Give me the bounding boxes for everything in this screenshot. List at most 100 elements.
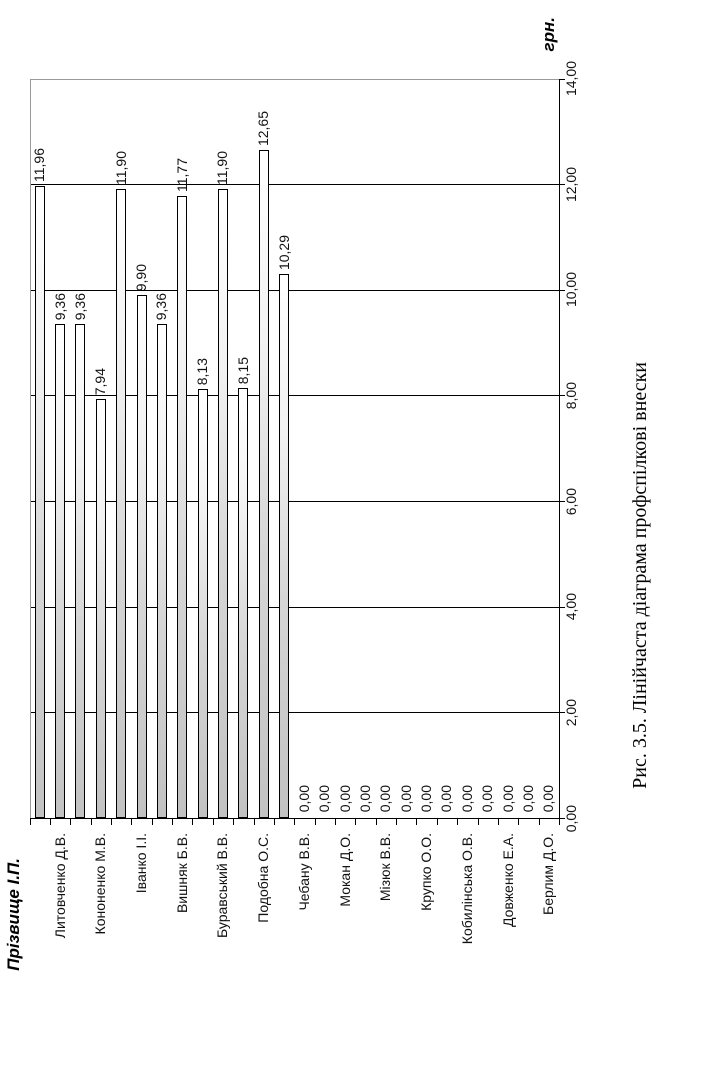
bar-value-label: 9,90 — [133, 264, 149, 292]
category-label: Мізюк В.В. — [377, 833, 394, 902]
category-label: Кононенко М.В. — [92, 833, 109, 935]
bar-value-label: 11,77 — [173, 158, 190, 193]
gridline — [29, 289, 559, 291]
value-tick-label: 8,00 — [563, 381, 579, 410]
bar — [279, 274, 290, 818]
category-label: Довженко Е.А. — [499, 833, 516, 928]
category-axis-tick — [131, 818, 133, 825]
bar-value-label: 12,65 — [255, 110, 272, 146]
gridline — [29, 395, 559, 397]
plot-area-left-border — [29, 78, 31, 818]
category-label: Кобилінська О.В. — [458, 833, 475, 945]
zero-value-label: 0,00 — [397, 785, 414, 813]
zero-value-label: 0,00 — [519, 785, 536, 813]
zero-value-label: 0,00 — [377, 785, 394, 813]
value-tick-label: 10,00 — [563, 272, 579, 308]
category-axis-tick — [457, 818, 459, 825]
category-axis-tick — [375, 818, 377, 825]
category-axis-tick — [151, 818, 153, 825]
bar-value-label: 8,15 — [234, 356, 251, 384]
category-axis-tick — [90, 818, 92, 825]
zero-value-label: 0,00 — [540, 785, 557, 813]
bar — [75, 323, 86, 818]
bar — [177, 196, 188, 818]
bar — [55, 323, 66, 818]
category-label: Мокан Д.О. — [336, 833, 353, 907]
zero-value-label: 0,00 — [418, 785, 435, 813]
category-axis-tick — [477, 818, 479, 825]
value-axis-tick — [559, 501, 565, 503]
category-axis-tick — [70, 818, 72, 825]
bar — [197, 388, 208, 818]
bar — [217, 189, 228, 818]
bar-value-label: 11,90 — [214, 151, 231, 186]
value-tick-label: 12,00 — [563, 166, 579, 202]
category-label: Берлим Д.О. — [540, 833, 557, 915]
category-axis-tick — [253, 818, 255, 825]
bar — [95, 398, 106, 818]
category-axis-tick — [538, 818, 540, 825]
category-label: Іванко І.І. — [133, 833, 149, 894]
category-label: Буравський В.В. — [214, 833, 231, 938]
bar-value-label: 11,90 — [112, 151, 129, 186]
category-axis-tick — [273, 818, 275, 825]
category-axis-tick — [518, 818, 520, 825]
value-axis-tick — [559, 289, 565, 291]
value-tick-label: 14,00 — [563, 61, 579, 97]
value-axis-line — [559, 78, 560, 819]
category-axis-tick — [559, 818, 560, 825]
plot-area-top-border — [29, 78, 559, 80]
bar — [238, 387, 249, 818]
value-axis-tick — [559, 712, 565, 714]
category-label: Подобна О.С. — [255, 833, 272, 923]
bar — [136, 295, 147, 818]
category-axis-tick — [497, 818, 499, 825]
bar-value-label: 10,29 — [275, 235, 292, 271]
category-axis-tick — [172, 818, 174, 825]
category-label: Литовченко Д.В. — [51, 833, 68, 939]
category-label: Крупко О.О. — [418, 833, 435, 911]
zero-value-label: 0,00 — [357, 785, 374, 813]
category-axis-tick — [314, 818, 316, 825]
gridline — [29, 712, 559, 714]
gridline — [29, 501, 559, 503]
bar — [116, 189, 127, 818]
category-axis-tick — [29, 818, 31, 825]
category-axis-tick — [212, 818, 214, 825]
bar-value-label: 9,36 — [153, 292, 170, 320]
bar-value-label: 11,96 — [31, 148, 48, 183]
category-axis-tick — [334, 818, 336, 825]
value-axis-tick — [559, 818, 565, 819]
gridline — [29, 606, 559, 608]
bar-value-label: 8,13 — [194, 357, 211, 385]
value-axis-title: грн. — [539, 17, 558, 52]
category-axis-tick — [49, 818, 51, 825]
value-axis-tick — [559, 184, 565, 186]
gridline — [29, 184, 559, 186]
bar — [156, 323, 167, 818]
bar — [258, 149, 269, 818]
zero-value-label: 0,00 — [336, 785, 353, 813]
category-axis-tick — [416, 818, 418, 825]
category-axis-tick — [294, 818, 296, 825]
value-axis-tick — [559, 395, 565, 397]
bar-value-label: 7,94 — [92, 367, 109, 395]
category-axis-title: Прізвище І.П. — [4, 858, 23, 971]
zero-value-label: 0,00 — [316, 785, 333, 813]
category-axis-tick — [110, 818, 112, 825]
zero-value-label: 0,00 — [438, 785, 455, 813]
zero-value-label: 0,00 — [458, 785, 475, 813]
value-tick-label: 2,00 — [563, 698, 579, 727]
figure-caption: Рис. 3.5. Лінійчаста діаграма профспілко… — [629, 361, 651, 789]
category-axis-tick — [436, 818, 438, 825]
bar-value-label: 9,36 — [71, 292, 88, 320]
zero-value-label: 0,00 — [295, 785, 312, 813]
bar-value-label: 9,36 — [51, 292, 68, 320]
value-tick-label: 6,00 — [563, 487, 579, 515]
value-tick-label: 4,00 — [563, 593, 579, 621]
value-axis-tick — [559, 606, 565, 608]
category-axis-tick — [396, 818, 398, 825]
zero-value-label: 0,00 — [499, 785, 516, 813]
